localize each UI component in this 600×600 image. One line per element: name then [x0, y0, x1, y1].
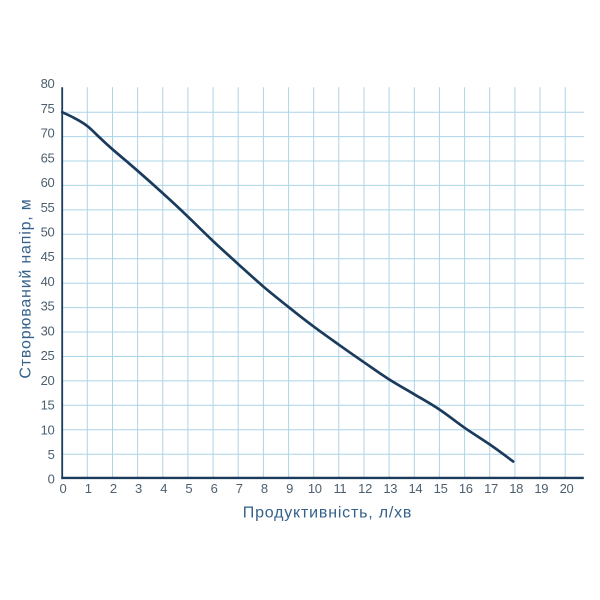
svg-text:2: 2: [110, 481, 117, 496]
svg-text:6: 6: [211, 481, 218, 496]
svg-text:19: 19: [534, 481, 548, 496]
svg-text:45: 45: [41, 249, 55, 264]
svg-text:8: 8: [261, 481, 268, 496]
svg-text:80: 80: [41, 76, 55, 91]
svg-text:Продуктивність, л/хв: Продуктивність, л/хв: [243, 505, 412, 522]
svg-text:3: 3: [135, 481, 142, 496]
svg-text:16: 16: [459, 481, 473, 496]
svg-text:40: 40: [41, 274, 55, 289]
svg-text:Створюваний напір, м: Створюваний напір, м: [18, 198, 35, 378]
svg-text:75: 75: [41, 101, 55, 116]
svg-text:4: 4: [160, 481, 167, 496]
svg-text:20: 20: [560, 481, 574, 496]
svg-text:13: 13: [383, 481, 397, 496]
svg-text:50: 50: [41, 225, 55, 240]
svg-text:70: 70: [41, 126, 55, 141]
svg-text:11: 11: [333, 481, 346, 496]
svg-text:55: 55: [41, 200, 55, 215]
svg-text:25: 25: [41, 348, 55, 363]
svg-text:5: 5: [185, 481, 192, 496]
svg-text:10: 10: [308, 481, 322, 496]
svg-text:0: 0: [48, 472, 55, 487]
svg-text:0: 0: [60, 481, 67, 496]
svg-text:7: 7: [236, 481, 243, 496]
svg-text:12: 12: [358, 481, 372, 496]
svg-text:9: 9: [286, 481, 293, 496]
svg-text:10: 10: [41, 422, 55, 437]
svg-text:17: 17: [484, 481, 498, 496]
svg-text:1: 1: [85, 481, 92, 496]
svg-text:18: 18: [509, 481, 523, 496]
svg-text:30: 30: [41, 323, 55, 338]
svg-text:5: 5: [48, 447, 55, 462]
svg-text:14: 14: [408, 481, 422, 496]
svg-text:35: 35: [41, 299, 55, 314]
svg-text:15: 15: [41, 398, 55, 413]
svg-text:20: 20: [41, 373, 55, 388]
svg-text:60: 60: [41, 175, 55, 190]
svg-text:65: 65: [41, 150, 55, 165]
svg-text:15: 15: [434, 481, 448, 496]
